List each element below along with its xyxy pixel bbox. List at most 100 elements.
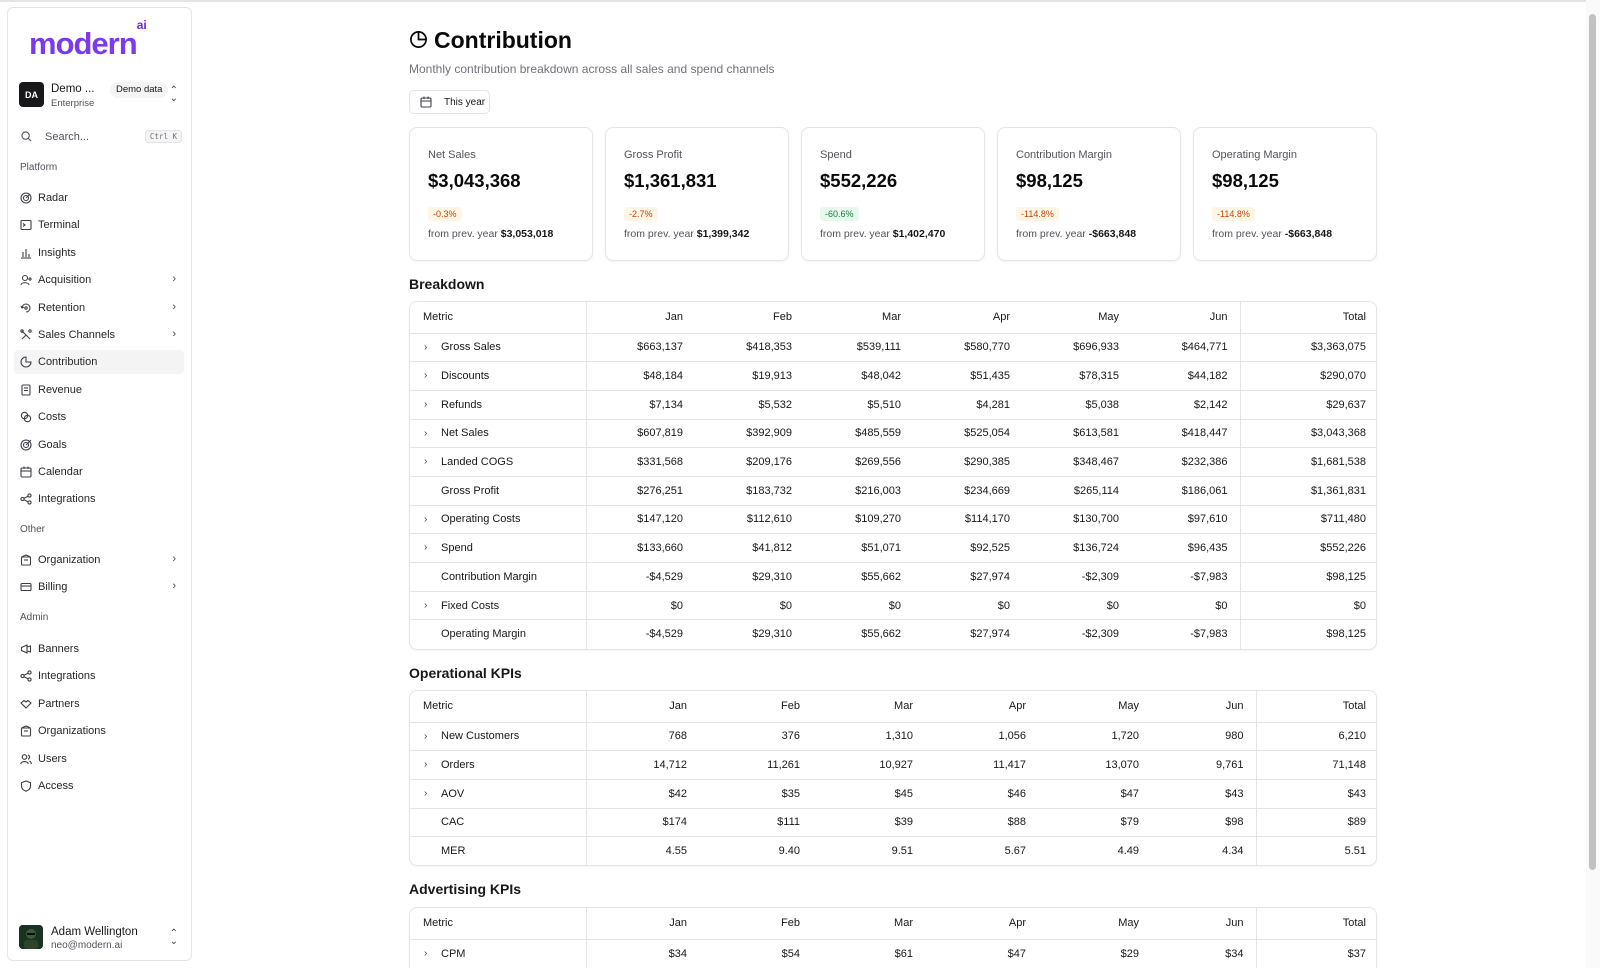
table-row[interactable]: › Operating Costs $147,120 $112,610 $109,270… xyxy=(410,505,1376,535)
table-row[interactable]: › CPM $34 $54 $61 $47 $29 $34 $37 xyxy=(410,939,1376,968)
retention-icon xyxy=(20,303,31,313)
table-row[interactable]: › Discounts $48,184 $19,913 $48,042 $51,435 $7… xyxy=(410,361,1376,391)
table-row[interactable]: › New Customers 768 376 1,310 1,056 1,720 980 6,… xyxy=(410,722,1376,752)
column-header[interactable]: Total xyxy=(1239,302,1376,334)
column-header[interactable]: Jun xyxy=(1131,302,1240,334)
sidebar-item-acquisition[interactable]: Acquisition › xyxy=(14,268,184,292)
sidebar-item-partners[interactable]: Partners xyxy=(14,692,184,716)
column-header[interactable]: Jun xyxy=(1151,691,1256,723)
table-cell: $111 xyxy=(699,808,812,838)
kpi-label: Contribution Margin xyxy=(1016,149,1112,161)
column-header[interactable]: Feb xyxy=(699,691,812,723)
column-header[interactable]: Apr xyxy=(925,908,1038,940)
receipt-icon xyxy=(21,384,31,396)
column-header[interactable]: Apr xyxy=(913,302,1022,334)
chevron-right-icon[interactable]: › xyxy=(424,599,428,611)
sidebar-item-banners[interactable]: Banners xyxy=(14,637,184,661)
table-cell: $464,771 xyxy=(1131,333,1240,363)
scrollbar-thumb[interactable] xyxy=(1589,14,1596,870)
column-header[interactable]: May xyxy=(1038,908,1151,940)
sidebar-item-integrations[interactable]: Integrations xyxy=(14,664,184,688)
column-header[interactable]: Metric xyxy=(410,691,587,723)
kpi-label: Operating Margin xyxy=(1212,149,1297,161)
column-header[interactable]: Total xyxy=(1255,908,1376,940)
column-header[interactable]: Mar xyxy=(812,908,925,940)
sidebar-item-organizations[interactable]: Organizations xyxy=(14,719,184,743)
column-header[interactable]: May xyxy=(1038,691,1151,723)
column-header[interactable]: Jan xyxy=(586,908,699,940)
chevron-right-icon[interactable]: › xyxy=(424,398,428,410)
table-cell: 14,712 xyxy=(586,750,699,780)
search-input[interactable]: Search... Ctrl K xyxy=(19,128,182,148)
sidebar-item-radar[interactable]: Radar xyxy=(14,186,184,210)
sidebar-item-sales-channels[interactable]: Sales Channels › xyxy=(14,323,184,347)
sidebar-item-terminal[interactable]: Terminal xyxy=(14,213,184,237)
sidebar-item-label: Retention xyxy=(38,301,86,314)
column-header[interactable]: Apr xyxy=(925,691,1038,723)
date-filter-button[interactable]: This year xyxy=(409,90,490,114)
kpi-value: $552,226 xyxy=(820,170,898,191)
chevron-right-icon[interactable]: › xyxy=(424,513,428,525)
table-row[interactable]: › Spend $133,660 $41,812 $51,071 $92,525 $136,… xyxy=(410,533,1376,563)
sidebar-item-contribution[interactable]: Contribution xyxy=(14,350,184,375)
table-cell: $29,310 xyxy=(752,628,792,641)
column-header[interactable]: May xyxy=(1022,302,1131,334)
column-header[interactable]: Jan xyxy=(586,302,695,334)
sidebar-item-access[interactable]: Access xyxy=(14,774,184,798)
table-row[interactable]: › Gross Sales $663,137 $418,353 $539,111 $580… xyxy=(410,333,1376,363)
chevron-right-icon[interactable]: › xyxy=(424,542,428,554)
table-row[interactable]: › AOV $42 $35 $45 $46 $47 $43 $43 xyxy=(410,779,1376,809)
table-cell: $1,361,831 xyxy=(1239,476,1376,506)
chevron-right-icon[interactable]: › xyxy=(424,456,428,468)
sidebar-item-users[interactable]: Users xyxy=(14,747,184,771)
metric-label: Refunds xyxy=(441,398,482,411)
coins-icon xyxy=(20,411,32,423)
sidebar-item-costs[interactable]: Costs xyxy=(14,405,184,429)
modern-logo[interactable]: modernai xyxy=(29,17,147,61)
sidebar-item-retention[interactable]: Retention › xyxy=(14,296,184,320)
column-header[interactable]: Mar xyxy=(804,302,913,334)
table-cell: $2,142 xyxy=(1131,390,1240,420)
table-cell: $98,125 xyxy=(1239,619,1376,649)
table-row[interactable]: › Fixed Costs $0 $0 $0 $0 $0 $0 $0 xyxy=(410,591,1376,621)
sidebar-item-revenue[interactable]: Revenue xyxy=(14,378,184,402)
page-title: Contribution xyxy=(434,27,572,53)
chevron-right-icon[interactable]: › xyxy=(424,341,428,353)
column-header[interactable]: Jan xyxy=(586,691,699,723)
sidebar-item-label: Sales Channels xyxy=(38,329,116,341)
page-scrollbar[interactable] xyxy=(1586,0,1600,968)
chevron-right-icon[interactable]: › xyxy=(424,427,428,439)
sidebar-item-calendar[interactable]: Calendar xyxy=(14,460,184,484)
metric-label: CAC xyxy=(441,816,465,829)
column-header[interactable]: Metric xyxy=(410,908,587,940)
table-row[interactable]: › Landed COGS $331,568 $209,176 $269,556 $290… xyxy=(410,447,1376,477)
chevron-right-icon[interactable]: › xyxy=(424,730,428,742)
org-switcher[interactable]: DA Demo ... Enterprise Demo data ⌃ ⌄ xyxy=(19,82,182,112)
sidebar-item-insights[interactable]: Insights xyxy=(14,241,184,265)
page-header: Contribution xyxy=(409,27,709,55)
sidebar-item-billing[interactable]: Billing › xyxy=(14,575,184,599)
table-row[interactable]: › Net Sales $607,819 $392,909 $485,559 $525,0… xyxy=(410,419,1376,449)
kpi-previous: from prev. year -$663,848 xyxy=(1212,228,1333,240)
sidebar-item-label: Calendar xyxy=(38,466,83,478)
table-cell: $55,662 xyxy=(804,562,913,592)
metric-label: New Customers xyxy=(441,730,520,743)
chevron-right-icon[interactable]: › xyxy=(424,370,428,382)
chevron-right-icon[interactable]: › xyxy=(424,787,428,799)
chevron-right-icon[interactable]: › xyxy=(424,759,428,771)
user-menu[interactable]: Adam Wellington neo@modern.ai ⌃ ⌄ xyxy=(19,925,182,955)
column-header[interactable]: Mar xyxy=(812,691,925,723)
sidebar-item-label: Costs xyxy=(38,411,67,424)
table-row[interactable]: › Refunds $7,134 $5,532 $5,510 $4,281 $5,038 $2… xyxy=(410,390,1376,420)
chevron-right-icon[interactable]: › xyxy=(424,947,428,959)
sidebar-item-goals[interactable]: Goals xyxy=(14,433,184,457)
table-cell: 71,148 xyxy=(1255,750,1376,780)
column-header[interactable]: Feb xyxy=(695,302,804,334)
table-row[interactable]: › Orders 14,712 11,261 10,927 11,417 13,070 9,7… xyxy=(410,750,1376,780)
column-header[interactable]: Metric xyxy=(410,302,587,334)
sidebar-item-organization[interactable]: Organization › xyxy=(14,548,184,572)
sidebar-item-integrations[interactable]: Integrations xyxy=(14,487,184,511)
column-header[interactable]: Feb xyxy=(699,908,812,940)
column-header[interactable]: Total xyxy=(1255,691,1376,723)
column-header[interactable]: Jun xyxy=(1151,908,1256,940)
